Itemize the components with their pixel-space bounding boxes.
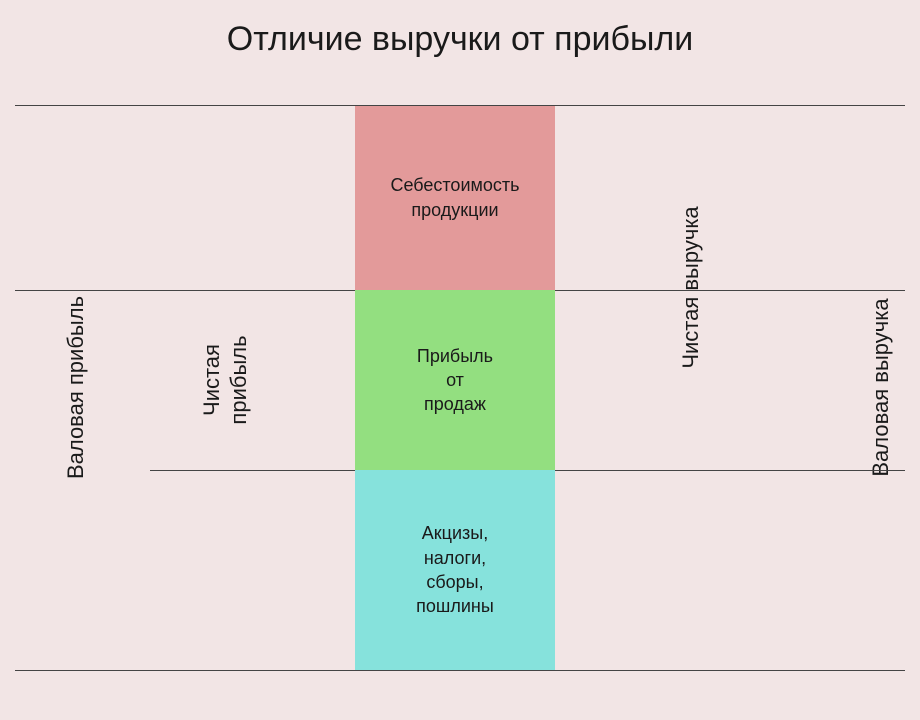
line-bot xyxy=(15,670,905,671)
line-mid2-l xyxy=(150,470,355,471)
label-net-profit: Чистая прибыль xyxy=(135,290,315,470)
diagram-title: Отличие выручки от прибыли xyxy=(0,20,920,59)
box-taxes: Акцизы, налоги, сборы, пошлины xyxy=(355,470,555,670)
label-gross-revenue: Валовая выручка xyxy=(598,105,920,670)
line-mid1-l xyxy=(15,290,355,291)
line-top xyxy=(15,105,905,106)
line-mid2-r xyxy=(555,470,905,471)
diagram-stage: Отличие выручки от прибыли Себестоимость… xyxy=(0,0,920,720)
line-mid1-r xyxy=(555,290,905,291)
